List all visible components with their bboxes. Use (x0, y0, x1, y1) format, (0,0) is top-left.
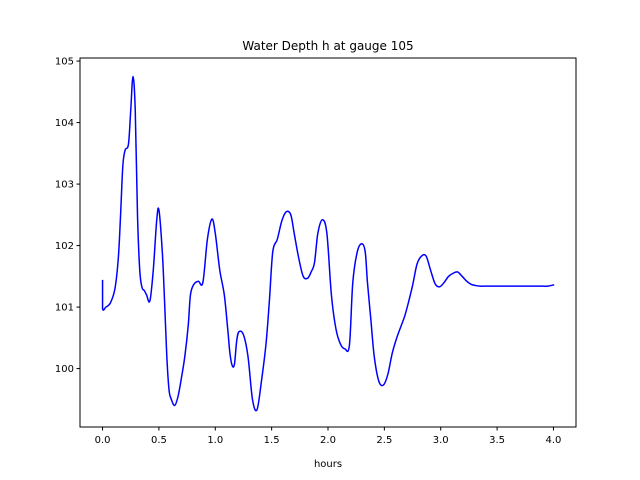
y-tick-label: 105 (55, 57, 74, 68)
x-tick-label: 4.0 (546, 435, 562, 446)
x-tick-label: 3.0 (433, 435, 449, 446)
x-tick-label: 0.5 (151, 435, 167, 446)
x-axis: 0.0 0.5 1.0 1.5 2.0 2.5 3.0 3.5 4.0 (95, 427, 562, 446)
x-tick-label: 3.5 (489, 435, 505, 446)
y-axis: 100 101 102 103 104 105 (55, 57, 80, 375)
y-tick-label: 102 (55, 241, 74, 252)
series-layer (101, 75, 555, 412)
series-line (101, 75, 555, 412)
y-tick-label: 103 (55, 180, 74, 191)
x-tick-label: 0.0 (95, 435, 111, 446)
x-tick-label: 1.5 (264, 435, 280, 446)
x-tick-label: 2.5 (376, 435, 392, 446)
x-tick-label: 1.0 (207, 435, 223, 446)
chart-title: Water Depth h at gauge 105 (242, 39, 413, 53)
x-tick-label: 2.0 (320, 435, 336, 446)
y-tick-label: 100 (55, 364, 74, 375)
y-tick-label: 101 (55, 303, 74, 314)
plot-frame (79, 57, 577, 428)
x-axis-label: hours (314, 459, 342, 470)
y-tick-label: 104 (55, 118, 74, 129)
